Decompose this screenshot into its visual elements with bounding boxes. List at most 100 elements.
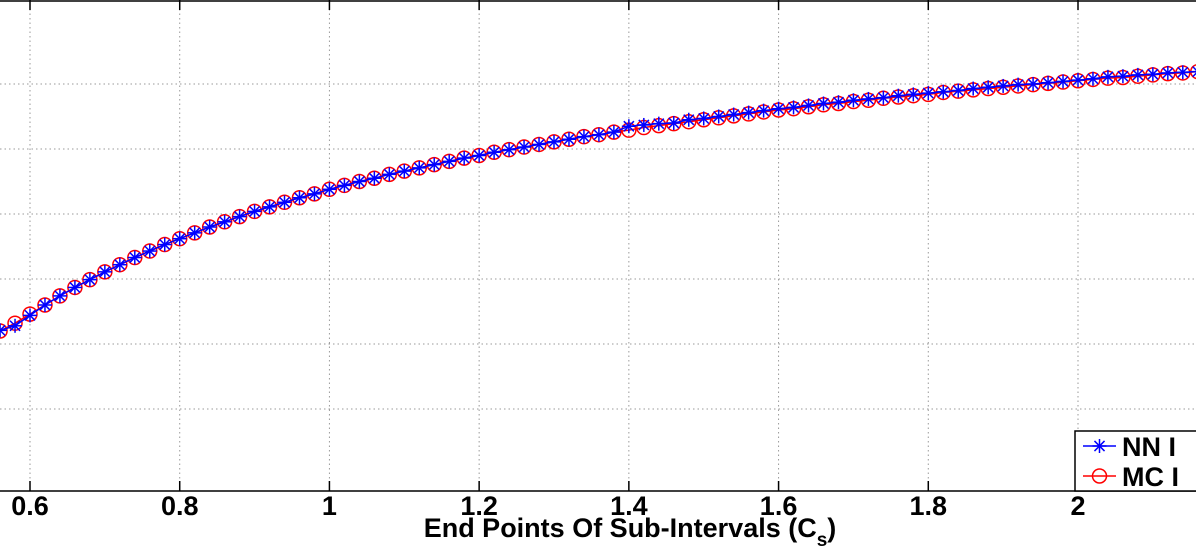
star-stroke-d2 bbox=[518, 141, 530, 153]
data-point-star bbox=[951, 83, 966, 98]
data-point-star bbox=[277, 195, 292, 210]
star-stroke-d2 bbox=[578, 131, 590, 143]
star-stroke-d2 bbox=[9, 320, 21, 332]
data-point-star bbox=[442, 154, 457, 169]
star-stroke-d2 bbox=[249, 205, 261, 217]
star-stroke-d2 bbox=[0, 324, 6, 332]
star-stroke-d2 bbox=[787, 101, 800, 113]
data-point-star bbox=[67, 280, 82, 295]
star-stroke-d2 bbox=[24, 309, 36, 321]
legend-marker-circle bbox=[1091, 468, 1108, 484]
star-stroke-d2 bbox=[144, 245, 156, 257]
x-axis-label-subscript: s bbox=[817, 530, 828, 551]
star-stroke-d2 bbox=[832, 96, 845, 108]
star-stroke-d2 bbox=[54, 290, 66, 302]
data-point-star bbox=[127, 250, 142, 265]
star-stroke-d2 bbox=[308, 188, 321, 200]
data-point-star bbox=[172, 231, 187, 246]
legend-item-mc: MC I bbox=[1083, 462, 1179, 492]
data-point-star bbox=[876, 90, 891, 105]
star-stroke-d2 bbox=[997, 80, 1009, 92]
star-stroke-d2 bbox=[548, 136, 560, 148]
legend-item-nn: NN I bbox=[1083, 432, 1176, 462]
data-point-star bbox=[1085, 71, 1100, 86]
legend: NN I MC I bbox=[1074, 430, 1196, 492]
star-stroke-d2 bbox=[353, 175, 365, 188]
data-point-star bbox=[1041, 75, 1056, 90]
data-point-star bbox=[921, 86, 936, 101]
data-point-star bbox=[322, 182, 337, 197]
data-point-star bbox=[936, 84, 951, 99]
star-stroke-d2 bbox=[862, 93, 874, 105]
star-stroke-d2 bbox=[413, 162, 425, 174]
data-point-star bbox=[801, 98, 816, 113]
data-point-star bbox=[52, 288, 67, 303]
x-tick-label: 1.6 bbox=[760, 491, 798, 521]
star-stroke-d2 bbox=[1177, 66, 1189, 78]
data-point-star bbox=[337, 178, 352, 193]
star-stroke-d2 bbox=[967, 82, 979, 95]
star-stroke-d2 bbox=[383, 168, 395, 180]
star-stroke-d2 bbox=[698, 112, 710, 125]
star-stroke-d2 bbox=[428, 159, 440, 171]
x-tick-label: 1.2 bbox=[460, 491, 498, 521]
star-stroke-d2 bbox=[743, 107, 755, 119]
star-stroke-d2 bbox=[39, 299, 51, 311]
star-stroke-d2 bbox=[563, 133, 575, 145]
star-stroke-d2 bbox=[713, 110, 725, 123]
star-stroke-d2 bbox=[653, 118, 665, 130]
data-point-star bbox=[786, 100, 801, 115]
data-point-star bbox=[1100, 69, 1115, 84]
data-point-star bbox=[906, 87, 921, 102]
data-point-star bbox=[232, 209, 247, 224]
data-point-star bbox=[1160, 65, 1175, 80]
star-stroke-d2 bbox=[1192, 72, 1196, 78]
x-tick-label: 0.8 bbox=[161, 491, 199, 521]
data-point-star bbox=[831, 95, 846, 110]
star-stroke-d2 bbox=[1087, 73, 1099, 85]
x-tick-label: 1.8 bbox=[910, 491, 948, 521]
star-stroke-d2 bbox=[1027, 78, 1039, 90]
data-point-star bbox=[1115, 69, 1130, 84]
star-stroke-d2 bbox=[638, 119, 650, 131]
data-point-star bbox=[517, 140, 532, 155]
star-stroke-d2 bbox=[174, 233, 186, 245]
star-stroke-d2 bbox=[129, 251, 141, 264]
star-stroke-d2 bbox=[99, 266, 111, 278]
data-point-star bbox=[636, 117, 651, 132]
star-stroke-d2 bbox=[758, 105, 770, 117]
star-stroke-d2 bbox=[728, 108, 740, 121]
star-stroke-d2 bbox=[952, 84, 964, 97]
data-point-star bbox=[97, 264, 112, 279]
data-point-star bbox=[651, 116, 666, 131]
data-point-star bbox=[307, 186, 322, 201]
data-point-star bbox=[217, 214, 232, 229]
data-point-star bbox=[112, 257, 127, 272]
star-stroke-d2 bbox=[1072, 74, 1084, 86]
data-point-star bbox=[891, 88, 906, 103]
star-stroke-d2 bbox=[114, 259, 126, 271]
star-stroke-d2 bbox=[982, 81, 994, 93]
star-stroke-d2 bbox=[683, 114, 695, 126]
star-stroke-d2 bbox=[443, 155, 455, 167]
data-point-star bbox=[1130, 67, 1145, 82]
star-stroke-d2 bbox=[398, 165, 410, 177]
star-stroke-d2 bbox=[773, 103, 785, 115]
star-stroke-d2 bbox=[1057, 75, 1069, 87]
data-point-star bbox=[37, 298, 52, 312]
data-point-star bbox=[352, 174, 367, 189]
data-point-star bbox=[367, 171, 382, 186]
x-tick-label: 0.6 bbox=[11, 491, 49, 521]
legend-label: MC I bbox=[1122, 462, 1179, 492]
star-stroke-d2 bbox=[608, 126, 620, 138]
data-point-star bbox=[981, 80, 996, 95]
data-point-star bbox=[532, 137, 547, 152]
star-stroke-d2 bbox=[1042, 77, 1054, 89]
star-stroke-d1 bbox=[1192, 66, 1196, 71]
data-point-star bbox=[547, 134, 561, 149]
star-stroke-d2 bbox=[1132, 69, 1144, 81]
star-stroke-d2 bbox=[1012, 79, 1024, 91]
data-point-star bbox=[1056, 74, 1071, 89]
star-stroke-d2 bbox=[278, 196, 291, 208]
